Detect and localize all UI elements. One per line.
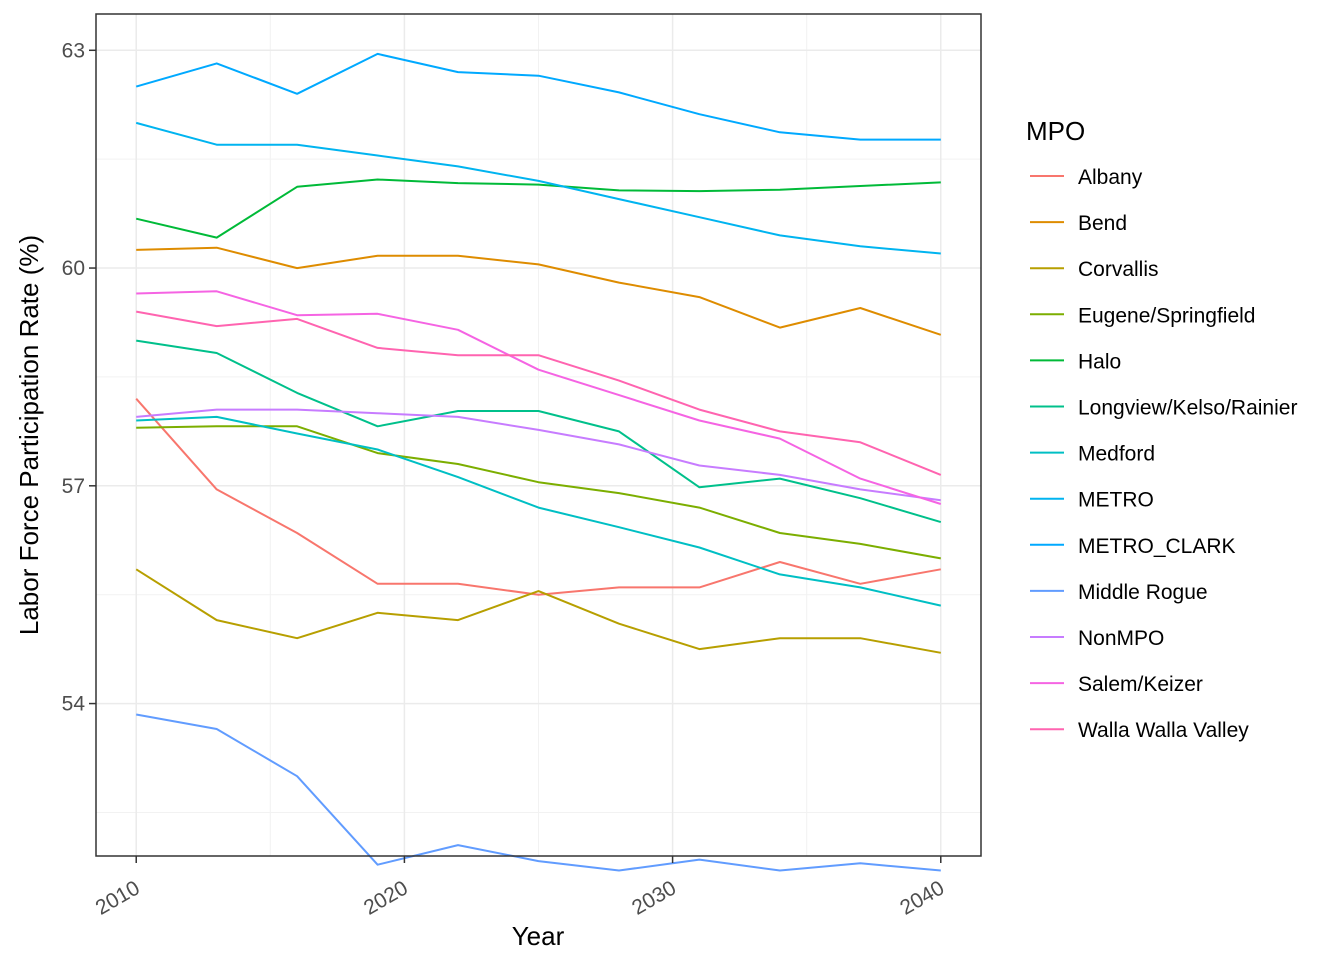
- series-line-salem-keizer: [136, 290, 942, 505]
- x-axis: 2010 2020 2030 2040: [92, 856, 948, 920]
- series-line-eugene-springfield: [136, 425, 941, 560]
- legend-title: MPO: [1026, 116, 1085, 146]
- x-tick-label: 2020: [360, 876, 412, 919]
- y-axis-title: Labor Force Participation Rate (%): [14, 235, 44, 635]
- y-tick-label: 60: [62, 257, 85, 280]
- panel-border: [95, 13, 982, 857]
- legend: MPO Albany Bend Corvallis Eugene/Springfiel…: [1026, 116, 1297, 742]
- y-tick-label: 54: [62, 693, 86, 716]
- y-axis: 54 57 60 63: [62, 39, 96, 716]
- series-line-longview-kelso-rainier: [136, 339, 942, 524]
- x-tick-label: 2040: [896, 876, 948, 919]
- legend-label: NonMPO: [1078, 627, 1164, 650]
- legend-label: METRO_CLARK: [1078, 535, 1236, 558]
- legend-label: Walla Walla Valley: [1078, 719, 1249, 742]
- legend-label: Medford: [1078, 443, 1155, 466]
- legend-label: Halo: [1078, 350, 1121, 373]
- grid-major: [96, 14, 981, 856]
- legend-label: Salem/Keizer: [1078, 673, 1203, 696]
- series-line-metro: [135, 121, 941, 255]
- series-line-metro-clark: [135, 52, 941, 141]
- series-line-middle-rogue: [136, 713, 941, 872]
- legend-label: Albany: [1078, 166, 1143, 189]
- x-axis-title: Year: [512, 921, 565, 951]
- series-line-halo: [135, 178, 941, 239]
- legend-label: Corvallis: [1078, 258, 1159, 281]
- series-line-albany: [135, 398, 941, 596]
- legend-label: Middle Rogue: [1078, 581, 1208, 604]
- series-line-medford: [136, 415, 942, 607]
- series-line-walla-walla-valley: [136, 310, 942, 476]
- x-tick-label: 2010: [92, 876, 144, 919]
- y-tick-label: 63: [62, 39, 85, 62]
- series-line-corvallis: [135, 568, 941, 654]
- x-tick-label: 2030: [628, 876, 680, 919]
- legend-label: Longview/Kelso/Rainier: [1078, 397, 1297, 420]
- y-tick-label: 57: [62, 475, 85, 498]
- series-lines: [135, 52, 942, 872]
- legend-label: Eugene/Springfield: [1078, 304, 1255, 327]
- series-line-nonmpo: [136, 408, 941, 502]
- legend-label: Bend: [1078, 212, 1127, 235]
- legend-label: METRO: [1078, 489, 1154, 512]
- series-line-bend: [136, 246, 942, 336]
